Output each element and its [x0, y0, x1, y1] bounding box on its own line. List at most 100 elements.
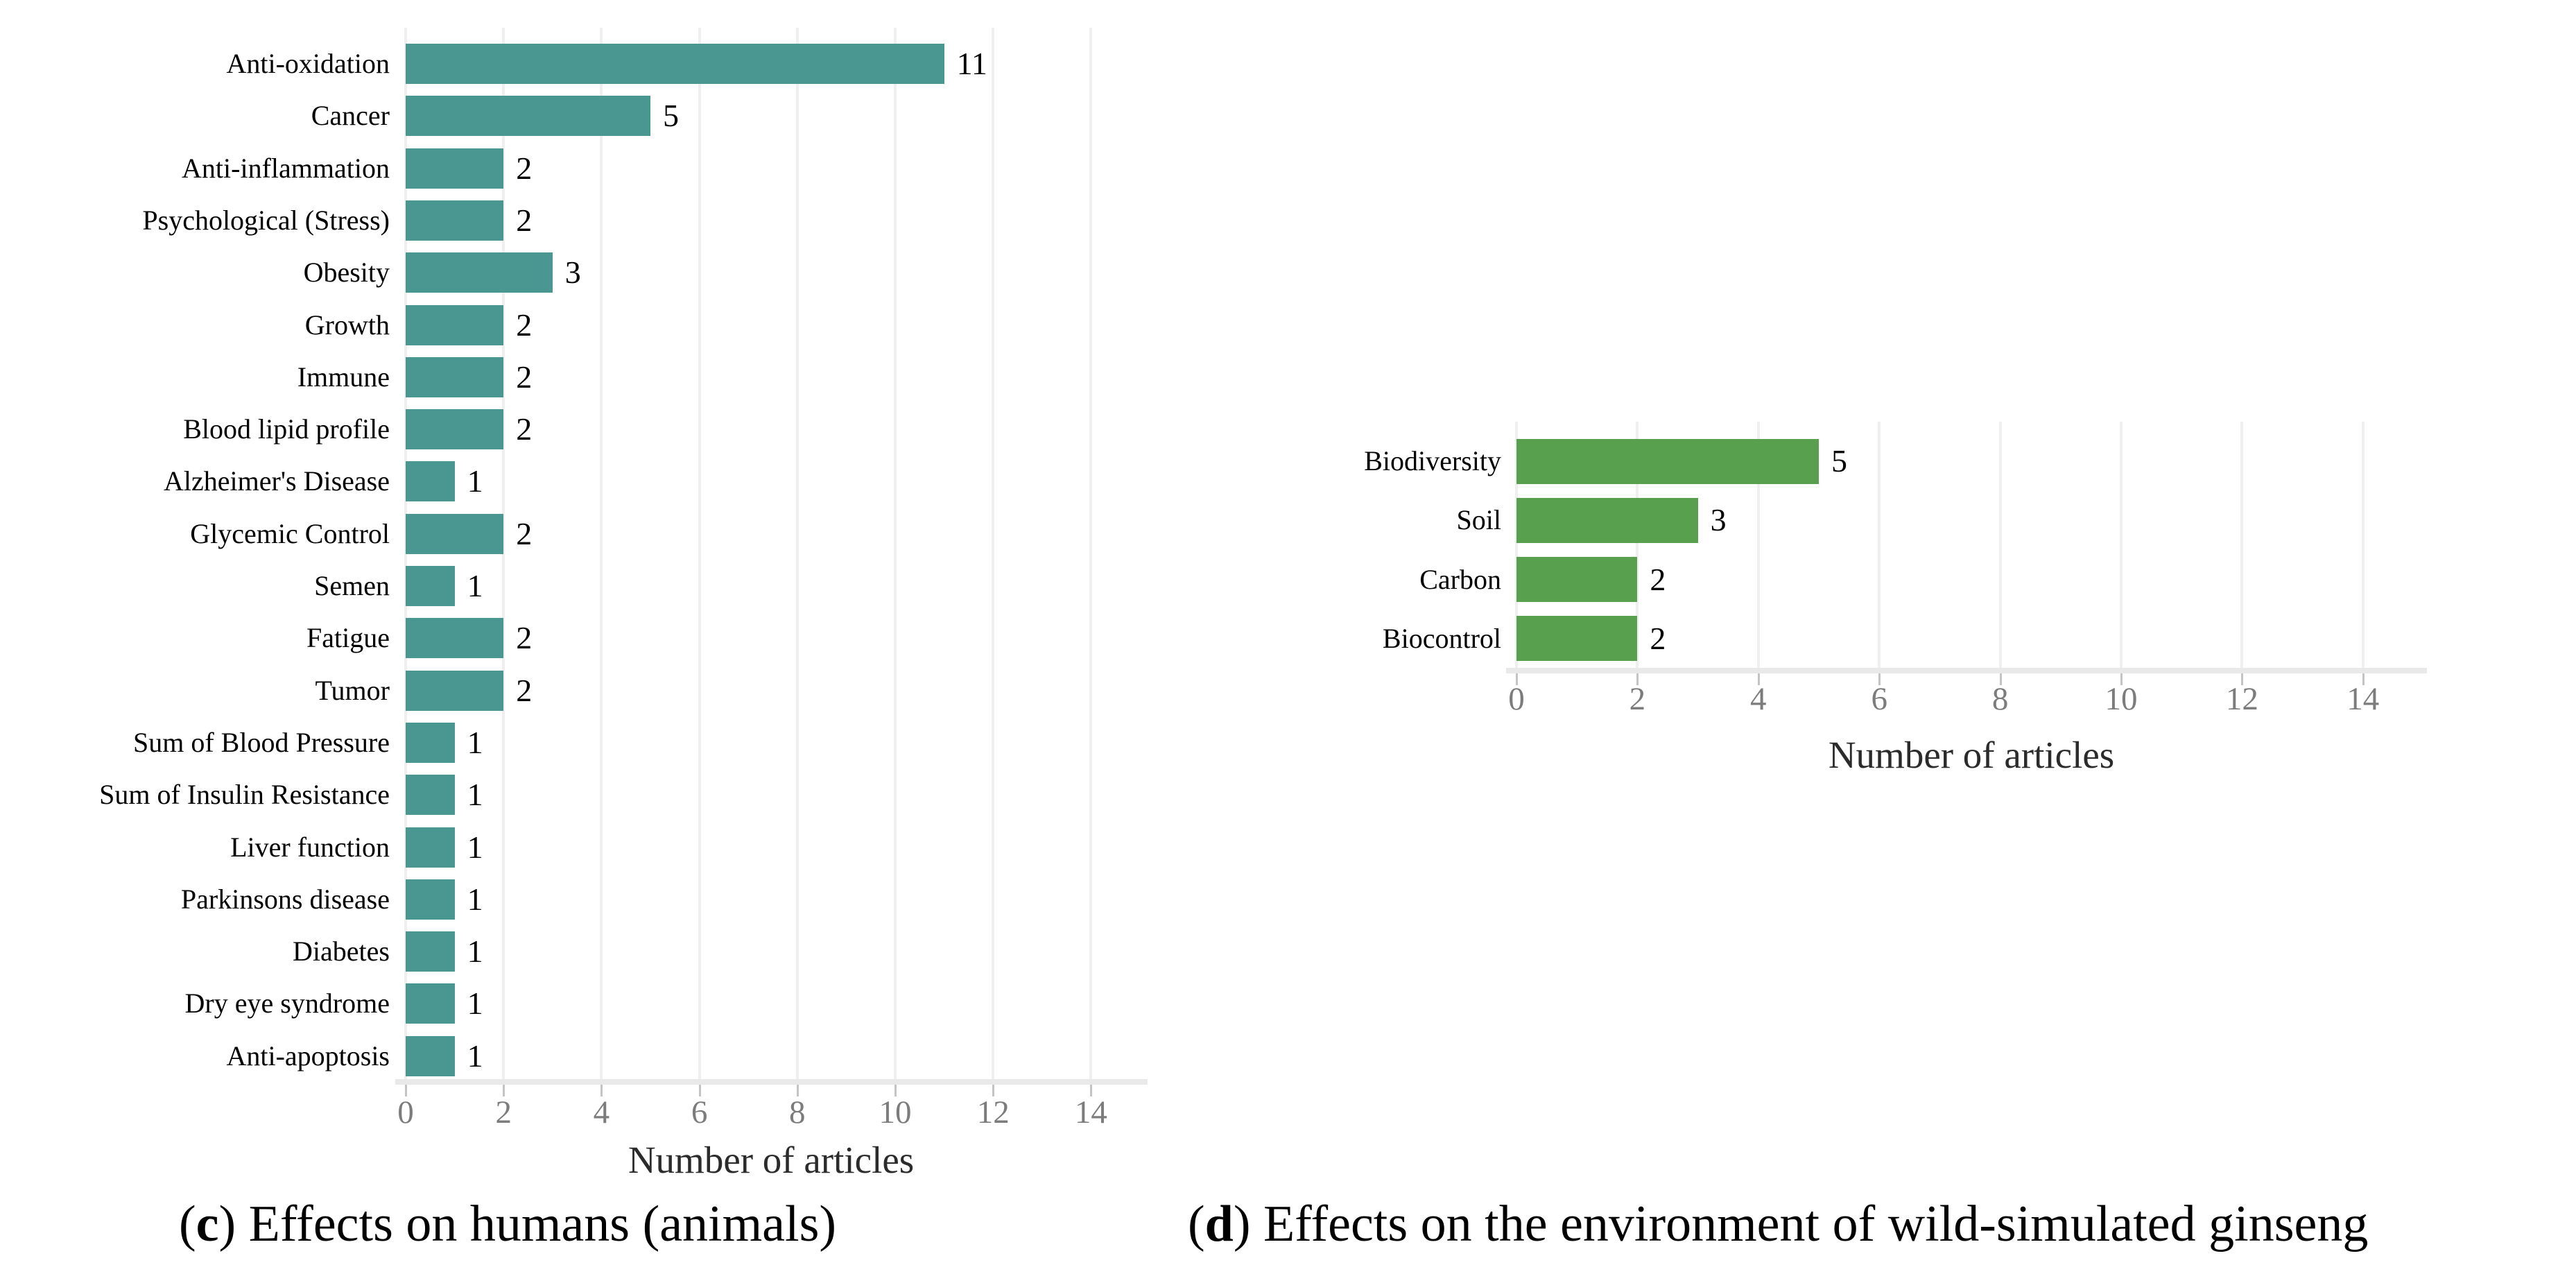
- x-tick-mark: [503, 1085, 505, 1096]
- bar-value-label: 1: [467, 777, 483, 813]
- category-label: Diabetes: [293, 936, 390, 967]
- x-tick-label: 10: [879, 1094, 912, 1130]
- x-tick-label: 12: [2225, 681, 2258, 717]
- x-tick-label: 12: [976, 1094, 1010, 1130]
- bar-value-label: 2: [516, 620, 533, 656]
- gridline-x14-panel-d: [2361, 422, 2365, 668]
- x-tick-mark: [992, 1085, 995, 1096]
- category-label: Blood lipid profile: [183, 413, 390, 445]
- x-tick-label: 14: [1074, 1094, 1107, 1130]
- category-label: Sum of Insulin Resistance: [99, 779, 390, 811]
- bar-c-19: [406, 1035, 455, 1076]
- caption-open-paren: (: [1188, 1196, 1205, 1252]
- bar-value-label: 3: [1710, 502, 1727, 538]
- bar-value-label: 1: [467, 724, 483, 760]
- gridline-x12-panel-c: [992, 28, 995, 1079]
- bar-c-12: [406, 670, 504, 711]
- category-label: Soil: [1456, 504, 1501, 536]
- category-label: Liver function: [230, 831, 390, 863]
- bar-value-label: 1: [467, 463, 483, 499]
- x-tick-label: 0: [1508, 681, 1525, 717]
- x-tick-label: 10: [2104, 681, 2138, 717]
- x-tick-mark: [796, 1085, 799, 1096]
- x-tick-mark: [698, 1085, 701, 1096]
- x-tick-label: 0: [397, 1094, 414, 1130]
- category-label: Fatigue: [306, 622, 390, 654]
- bar-c-2: [406, 148, 504, 189]
- x-tick-mark: [2241, 673, 2244, 685]
- bar-c-7: [406, 409, 504, 450]
- x-tick-label: 2: [1629, 681, 1646, 717]
- x-tick-mark: [894, 1085, 897, 1096]
- category-label: Obesity: [303, 257, 390, 289]
- gridline-x4-panel-c: [600, 28, 603, 1079]
- bar-value-label: 11: [956, 46, 987, 81]
- bar-value-label: 2: [516, 411, 533, 447]
- gridline-x10-panel-c: [894, 28, 897, 1079]
- bar-value-label: 5: [663, 98, 679, 134]
- gridline-x6-panel-c: [698, 28, 701, 1079]
- category-label: Semen: [314, 570, 390, 601]
- bar-c-3: [406, 200, 504, 241]
- caption-text: Effects on humans (animals): [248, 1196, 837, 1252]
- bar-value-label: 2: [516, 672, 533, 708]
- bar-c-14: [406, 775, 455, 816]
- gridline-x0-panel-d: [1515, 422, 1518, 668]
- category-label: Glycemic Control: [190, 517, 390, 549]
- caption-marker: c: [196, 1196, 219, 1252]
- bar-c-6: [406, 356, 504, 397]
- x-tick-mark: [600, 1085, 603, 1096]
- x-axis-line-panel-c: [395, 1079, 1148, 1085]
- category-label: Tumor: [315, 674, 390, 706]
- bar-value-label: 2: [1650, 561, 1666, 597]
- bar-c-1: [406, 96, 650, 137]
- x-tick-mark: [2120, 673, 2123, 685]
- x-tick-mark: [1999, 673, 2002, 685]
- category-label: Immune: [297, 361, 390, 393]
- bar-c-10: [406, 566, 455, 606]
- bar-c-5: [406, 304, 504, 345]
- gridline-x4-panel-d: [1756, 422, 1760, 668]
- category-label: Cancer: [311, 100, 390, 132]
- bar-d-3: [1516, 616, 1638, 662]
- category-label: Anti-inflammation: [182, 152, 390, 184]
- bar-value-label: 2: [516, 307, 533, 343]
- x-tick-mark: [1878, 673, 1881, 685]
- caption-open-paren: (: [179, 1196, 196, 1252]
- x-tick-mark: [2362, 673, 2365, 685]
- x-axis-title-panel-d: Number of articles: [1828, 734, 2115, 776]
- caption-text: Effects on the environment of wild-simul…: [1263, 1196, 2369, 1252]
- gridline-x8-panel-d: [1998, 422, 2002, 668]
- gridline-x2-panel-c: [502, 28, 505, 1079]
- bar-c-16: [406, 879, 455, 920]
- bar-value-label: 1: [467, 933, 483, 970]
- bar-value-label: 1: [467, 1037, 483, 1074]
- x-tick-label: 2: [495, 1094, 512, 1130]
- bar-c-8: [406, 461, 455, 502]
- bar-value-label: 2: [516, 359, 533, 395]
- bar-c-15: [406, 827, 455, 868]
- x-axis-line-panel-d: [1506, 668, 2427, 673]
- bar-value-label: 1: [467, 568, 483, 603]
- caption-close-paren: ): [1233, 1196, 1263, 1252]
- x-tick-label: 6: [1871, 681, 1887, 717]
- gridline-x2-panel-d: [1636, 422, 1639, 668]
- x-tick-label: 4: [1750, 681, 1767, 717]
- category-label: Growth: [304, 309, 390, 341]
- gridline-x10-panel-d: [2120, 422, 2123, 668]
- bar-c-4: [406, 252, 553, 293]
- caption-panel-c: (c) Effects on humans (animals): [179, 1194, 836, 1254]
- gridline-x8-panel-c: [795, 28, 799, 1079]
- x-tick-mark: [1516, 673, 1518, 685]
- category-label: Sum of Blood Pressure: [133, 726, 390, 758]
- bar-c-18: [406, 983, 455, 1024]
- bar-value-label: 3: [564, 255, 581, 291]
- x-tick-mark: [405, 1085, 407, 1096]
- category-label: Carbon: [1419, 563, 1501, 595]
- category-label: Biodiversity: [1364, 445, 1501, 476]
- caption-panel-d: (d) Effects on the environment of wild-s…: [1188, 1194, 2368, 1254]
- bar-value-label: 2: [1650, 620, 1666, 656]
- bar-value-label: 1: [467, 829, 483, 865]
- x-tick-label: 8: [1991, 681, 2009, 717]
